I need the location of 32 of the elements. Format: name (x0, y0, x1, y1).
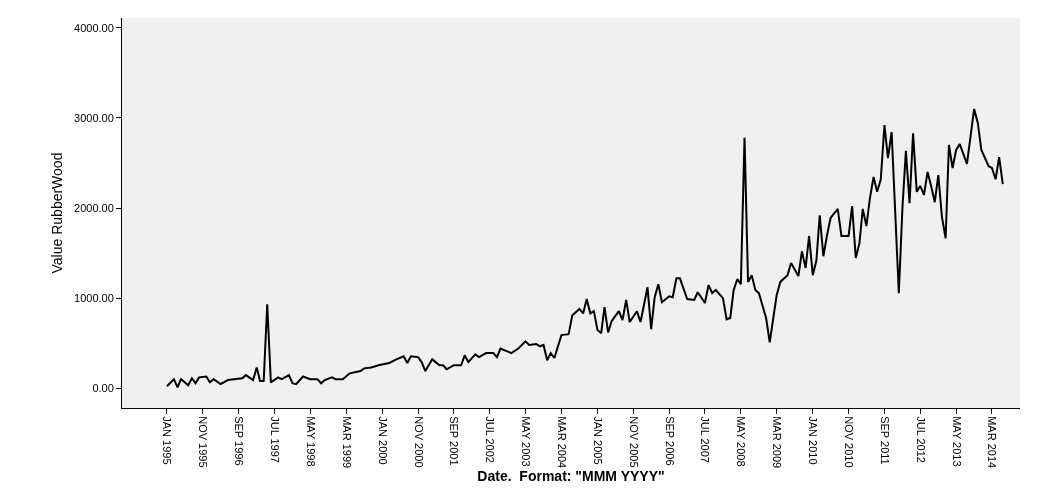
x-tick-label: JUL 1997 (268, 416, 281, 463)
y-tick-label: 3000.00 (74, 111, 114, 124)
x-tick-label: MAY 2008 (735, 416, 748, 467)
x-tick-label: JUL 2002 (484, 416, 497, 463)
y-tick-label: 2000.00 (74, 201, 114, 214)
x-tick-label: SEP 2006 (663, 416, 676, 466)
x-tick-label: SEP 2011 (878, 416, 891, 465)
x-tick-label: MAY 2013 (950, 416, 963, 467)
x-tick-label: SEP 1996 (233, 416, 246, 466)
x-tick-label: JAN 2005 (591, 416, 604, 465)
x-axis-title: Date. Format: "MMM YYYY" (477, 468, 665, 485)
x-tick-label: JAN 2000 (376, 416, 389, 465)
x-tick-label: JUL 2007 (699, 416, 712, 463)
line-series (165, 107, 1004, 389)
y-axis-title: Value RubberWood (48, 152, 65, 274)
x-tick-label: NOV 1995 (197, 416, 210, 468)
x-tick-label: MAY 1998 (304, 416, 317, 467)
x-tick-label: NOV 2005 (627, 416, 640, 468)
y-tick-label: 0.00 (92, 382, 114, 395)
x-tick-label: MAR 2009 (771, 416, 784, 469)
y-tick-label: 4000.00 (74, 21, 114, 34)
x-tick-label: NOV 2000 (412, 416, 425, 468)
x-tick-label: MAR 2014 (986, 416, 999, 469)
x-tick-label: SEP 2001 (448, 416, 461, 466)
x-tick-label: JAN 1995 (161, 416, 174, 465)
x-tick-label: MAY 2003 (519, 416, 532, 467)
x-tick-label: JUL 2012 (914, 416, 927, 463)
x-tick-label: MAR 1999 (340, 416, 353, 469)
x-tick-label: JAN 2010 (807, 416, 820, 465)
y-tick-label: 1000.00 (74, 291, 114, 304)
x-tick-label: MAR 2004 (555, 416, 568, 469)
x-tick-label: NOV 2010 (843, 416, 856, 468)
